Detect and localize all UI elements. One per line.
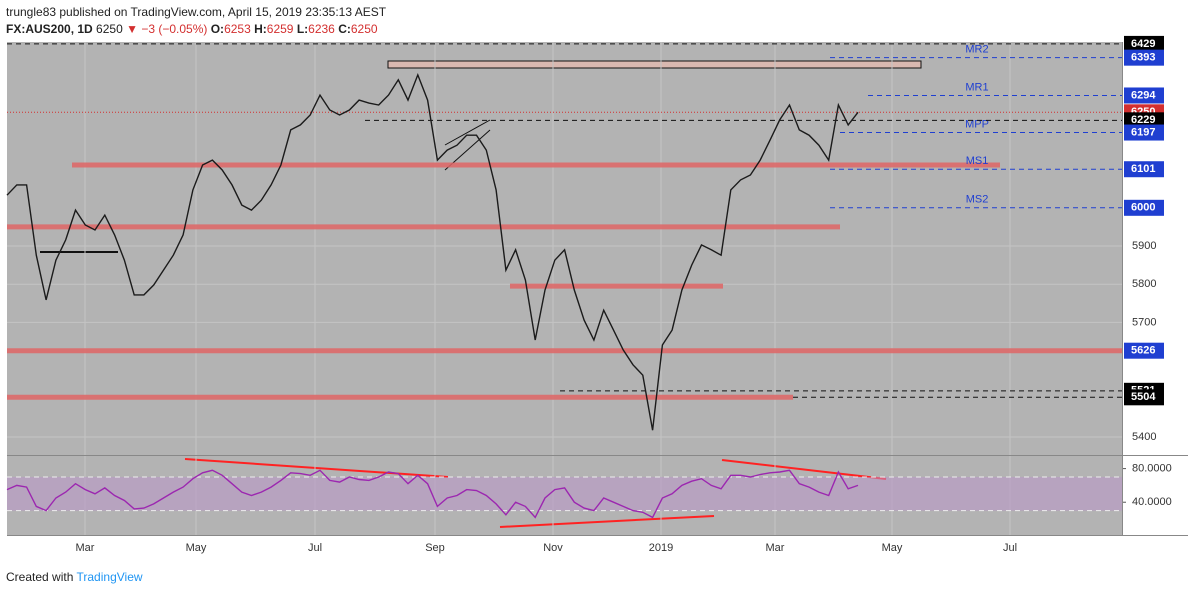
- x-tick-label: Mar: [766, 542, 785, 554]
- y-tick-label: 5400: [1132, 431, 1156, 443]
- ohlc-label: H:: [254, 22, 267, 36]
- price-badge: [1124, 87, 1164, 104]
- price-badge-label: 6429: [1131, 38, 1155, 50]
- price-badge-label: 5626: [1131, 345, 1155, 357]
- footer: Created with TradingView: [6, 570, 143, 584]
- arrow: ▼: [126, 22, 138, 36]
- rsi-tick-label: 40.0000: [1132, 496, 1172, 508]
- x-tick-label: May: [186, 542, 207, 554]
- x-tick-label: Nov: [543, 542, 563, 554]
- ohlc-label: L:: [296, 22, 309, 36]
- rsi-band: [7, 477, 1122, 511]
- rsi-divergence: [184, 458, 449, 478]
- quote: FX:AUS200, 1D 6250 ▼ −3 (−0.05%) O:6253 …: [6, 21, 386, 38]
- price-badge: [1124, 199, 1164, 216]
- x-tick-label: Jul: [308, 542, 322, 554]
- publisher: trungle83 published on TradingView.com, …: [6, 5, 387, 19]
- price-badge-label: 6294: [1131, 89, 1156, 101]
- last: 6250: [96, 22, 123, 36]
- ohlc-label: O:: [210, 22, 225, 36]
- pivot-label: MPP: [965, 118, 989, 130]
- price-badge-label: 6393: [1131, 52, 1155, 64]
- ohlc: O:6253 H:6259 L:6236 C:6250: [211, 22, 378, 36]
- price-badge-label: 6101: [1131, 163, 1155, 175]
- ohlc-value: 6259: [266, 22, 294, 36]
- change: −3 (−0.05%): [141, 22, 208, 36]
- footer-text: Created with: [6, 570, 74, 584]
- price-badge-label: 5504: [1131, 391, 1156, 403]
- pivot-label: MS2: [966, 194, 989, 206]
- rsi-divergence: [499, 515, 715, 528]
- price-line-series: [6, 72, 859, 431]
- pivot-label: MS1: [966, 155, 989, 167]
- pivot-label: MR2: [965, 44, 988, 56]
- rsi-line: [6, 469, 859, 519]
- price-badge-label: 6229: [1131, 114, 1155, 126]
- price-badge-label: 6197: [1131, 126, 1155, 138]
- y-tick-label: 5900: [1132, 240, 1156, 252]
- rsi-divergence: [721, 459, 887, 480]
- x-tick-label: May: [882, 542, 903, 554]
- ohlc-value: 6236: [308, 22, 335, 36]
- symbol: FX:AUS200, 1D: [6, 22, 93, 36]
- y-tick-label: 5700: [1132, 316, 1156, 328]
- price-badge: [1124, 112, 1164, 129]
- price-badge: [1124, 49, 1164, 66]
- x-tick-label: Mar: [76, 542, 95, 554]
- rsi-tick-label: 80.0000: [1132, 463, 1172, 475]
- pivot-label: MR1: [965, 81, 988, 93]
- ohlc-value: 6253: [224, 22, 251, 36]
- trend-line: [444, 119, 491, 146]
- price-pane: [7, 42, 1122, 455]
- x-tick-label: Jul: [1003, 542, 1017, 554]
- y-tick-label: 5800: [1132, 278, 1156, 290]
- x-tick-label: Sep: [425, 542, 445, 554]
- price-badge: [1124, 35, 1164, 52]
- price-badge: [1124, 342, 1164, 359]
- top-box: [387, 60, 922, 69]
- price-badge-label: 6000: [1131, 202, 1155, 214]
- header: trungle83 published on TradingView.com, …: [6, 4, 386, 38]
- ohlc-value: 6250: [350, 22, 378, 36]
- x-tick-label: 2019: [649, 542, 673, 554]
- brand[interactable]: TradingView: [76, 570, 143, 584]
- price-badge: [1124, 161, 1164, 178]
- price-badge: [1124, 389, 1164, 406]
- ohlc-label: C:: [338, 22, 351, 36]
- price-badge: [1124, 124, 1164, 141]
